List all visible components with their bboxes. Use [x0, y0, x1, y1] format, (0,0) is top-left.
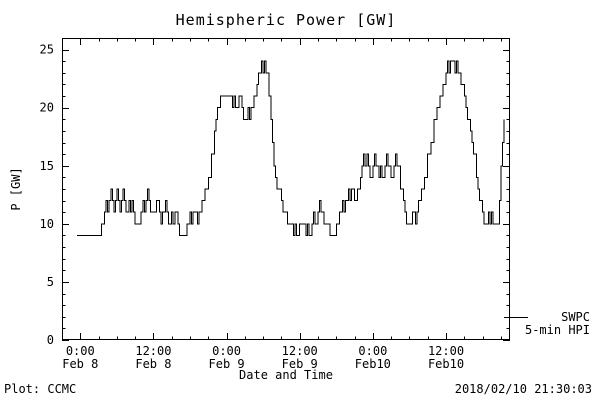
x-tick-time-label: 0:00 — [358, 344, 387, 358]
y-tick-label: 25 — [40, 43, 54, 57]
y-tick-label: 20 — [40, 101, 54, 115]
x-tick-time-label: 12:00 — [282, 344, 318, 358]
x-tick-time-label: 0:00 — [212, 344, 241, 358]
plot-timestamp: 2018/02/10 21:30:03 — [454, 382, 592, 396]
plot-frame — [62, 38, 510, 340]
x-tick-date-label: Feb10 — [428, 357, 464, 371]
x-tick-time-label: 12:00 — [135, 344, 171, 358]
data-series-swpc-hpi — [77, 60, 505, 236]
x-tick-date-label: Feb10 — [355, 357, 391, 371]
y-tick-label: 0 — [47, 333, 54, 347]
x-tick-date-label: Feb 8 — [135, 357, 171, 371]
x-tick-time-label: 12:00 — [428, 344, 464, 358]
plot-credit: Plot: CCMC — [4, 382, 77, 396]
chart-title: Hemispheric Power [GW] — [175, 11, 397, 29]
y-tick-label: 10 — [40, 217, 54, 231]
y-tick-label: 5 — [47, 275, 54, 289]
x-axis-title: Date and Time — [239, 368, 333, 382]
x-tick-time-label: 0:00 — [66, 344, 95, 358]
x-tick-date-label: Feb 9 — [209, 357, 245, 371]
legend-series-label: 5-min HPI — [524, 323, 590, 337]
x-tick-date-label: Feb 8 — [62, 357, 98, 371]
y-tick-label: 15 — [40, 159, 54, 173]
legend-source-label: SWPC — [561, 310, 590, 324]
x-tick-date-label: Feb 9 — [282, 357, 318, 371]
legend: SWPC 5-min HPI — [518, 311, 590, 337]
